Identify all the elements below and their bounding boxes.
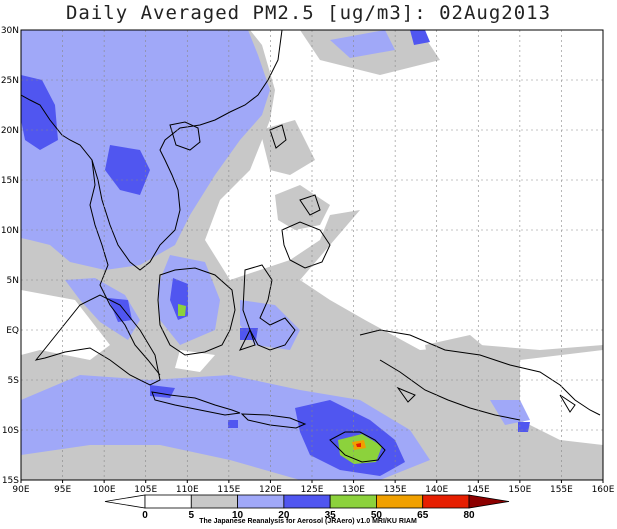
longitude-label: 140E	[425, 485, 448, 495]
longitude-label: 110E	[176, 485, 199, 495]
latitude-labels: 30N 25N 20N 15N 10N 5N EQ 5S 10S 15S	[1, 26, 19, 486]
low-concentration-areas	[21, 290, 603, 445]
longitude-label: 125E	[301, 485, 324, 495]
longitude-label: 115E	[217, 485, 240, 495]
colorbar-segment	[376, 494, 424, 509]
colorbar-segment	[283, 494, 331, 509]
colorbar-label: 20	[278, 510, 290, 521]
longitude-label: 130E	[342, 485, 365, 495]
coastlines	[21, 30, 601, 463]
concentration-field	[21, 30, 603, 480]
colorbar-label: 65	[417, 510, 429, 521]
colorbar: 0 5 10 20 35 50 65 80	[104, 494, 510, 521]
longitude-label: 135E	[384, 485, 407, 495]
colorbar-segment	[144, 494, 192, 509]
colorbar-label: 50	[371, 510, 383, 521]
longitude-label: 95E	[54, 485, 71, 495]
longitude-labels: 90E 95E 100E 105E 110E 115E 120E 125E 130E 135E 14…	[12, 480, 615, 495]
colorbar-segment	[237, 494, 285, 509]
colorbar-label: 80	[463, 510, 475, 521]
latitude-label: 5S	[8, 376, 20, 386]
colorbar-label: 10	[232, 510, 244, 521]
longitude-label: 100E	[93, 485, 116, 495]
longitude-label: 160E	[592, 485, 615, 495]
colorbar-lower-arrow	[104, 494, 146, 509]
graticule	[21, 30, 603, 480]
map-title: Daily Averaged PM2.5 [ug/m3]: 02Aug2013	[65, 2, 552, 24]
latitude-label: 10N	[1, 226, 19, 236]
latitude-label: 15N	[1, 176, 19, 186]
latitude-label: 10S	[2, 426, 19, 436]
colorbar-label: 5	[189, 510, 195, 521]
longitude-label: 105E	[134, 485, 157, 495]
latitude-label: EQ	[6, 326, 19, 336]
latitude-label: 5N	[7, 276, 19, 286]
longitude-label: 155E	[550, 485, 573, 495]
longitude-label: 145E	[467, 485, 490, 495]
latitude-label: 15S	[2, 476, 19, 486]
latitude-label: 20N	[1, 126, 19, 136]
colorbar-segment	[329, 494, 377, 509]
colorbar-segment	[422, 494, 470, 509]
longitude-label: 120E	[259, 485, 282, 495]
colorbar-upper-arrow	[468, 494, 510, 509]
latitude-label: 30N	[1, 26, 19, 36]
colorbar-label: 0	[142, 510, 148, 521]
colorbar-label: 35	[325, 510, 337, 521]
latitude-label: 25N	[1, 76, 19, 86]
colorbar-segment	[190, 494, 238, 509]
longitude-label: 150E	[508, 485, 531, 495]
credit-text: The Japanese Reanalysis for Aerosol (JRA…	[199, 518, 417, 525]
longitude-label: 90E	[12, 485, 29, 495]
